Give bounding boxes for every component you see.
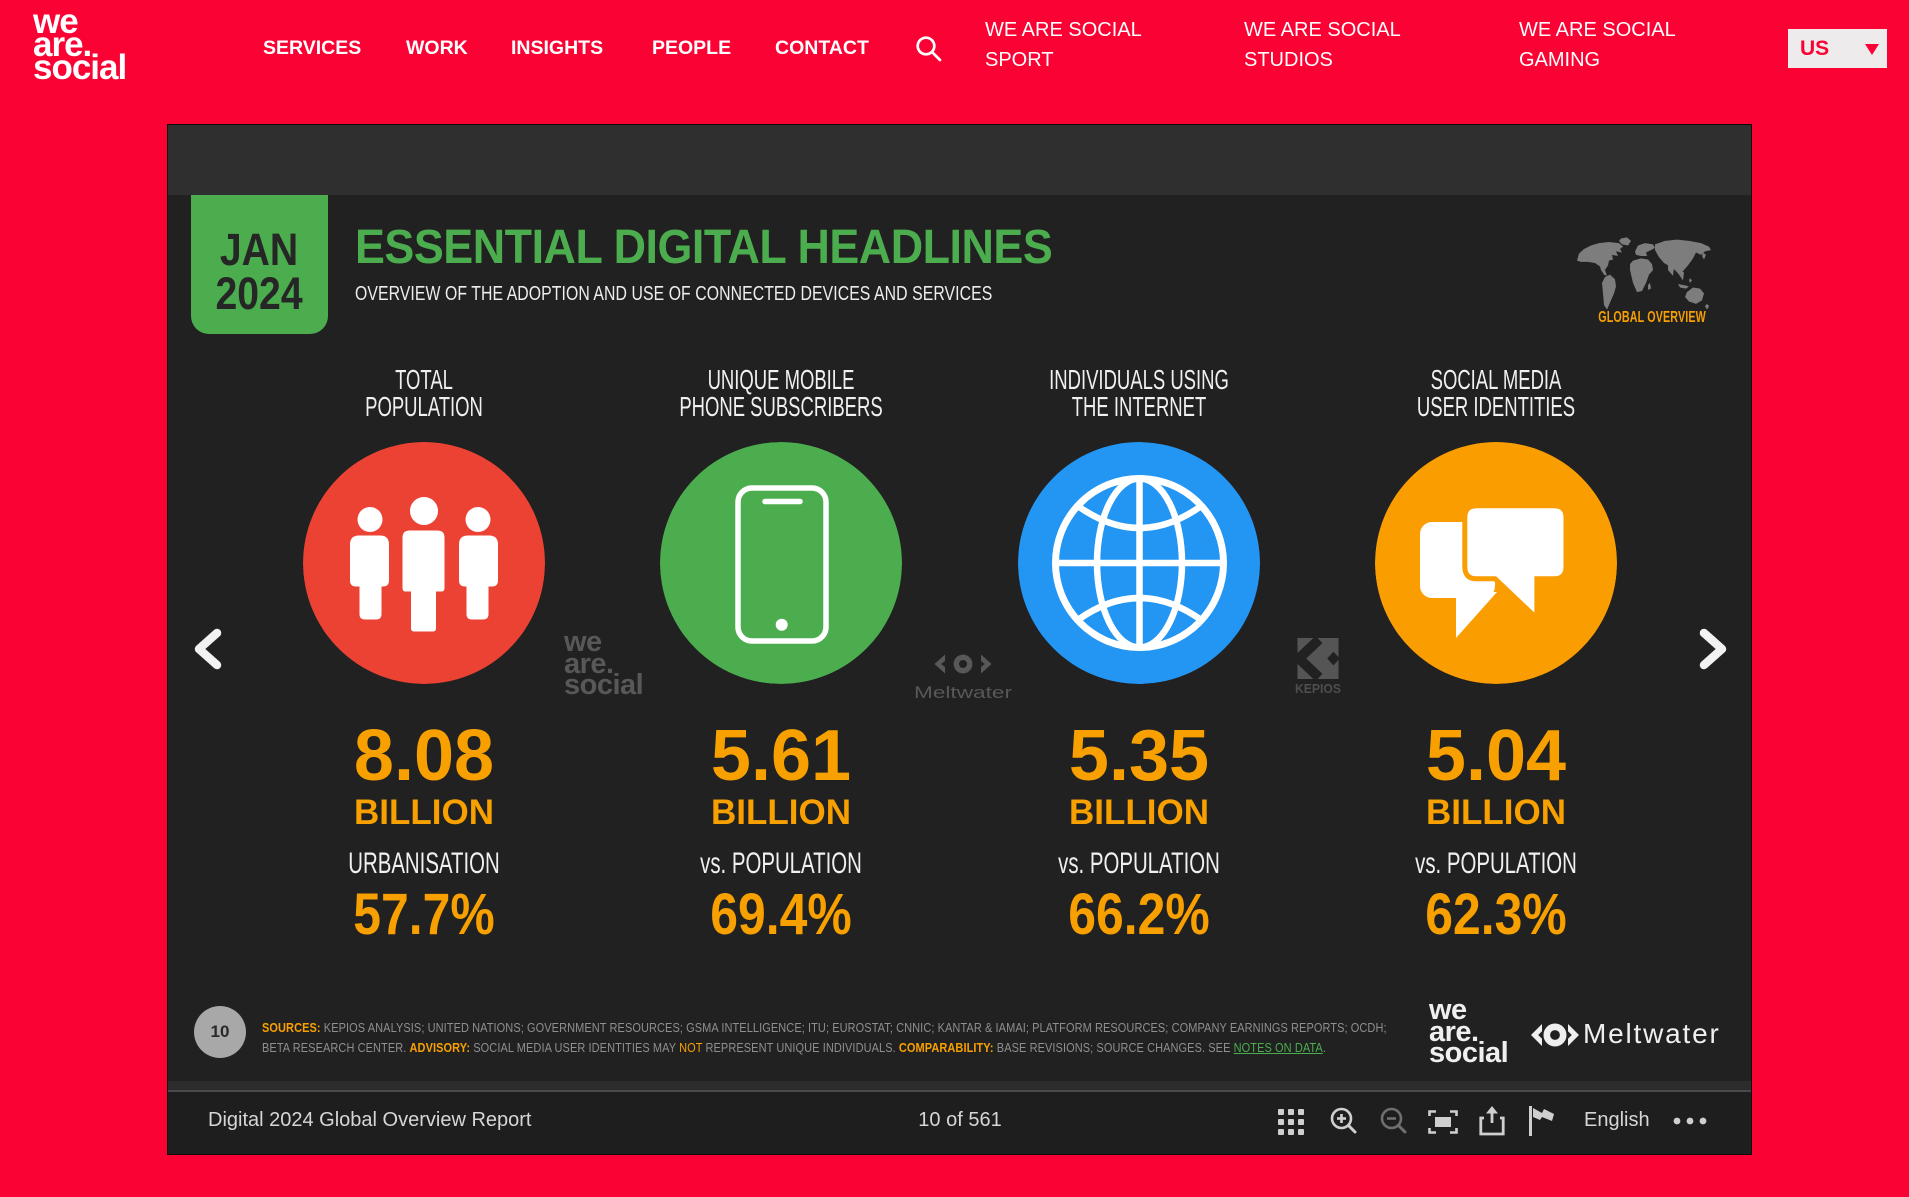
svg-text:KEPIOS: KEPIOS	[1295, 682, 1341, 696]
svg-text:Meltwater: Meltwater	[914, 683, 1012, 702]
